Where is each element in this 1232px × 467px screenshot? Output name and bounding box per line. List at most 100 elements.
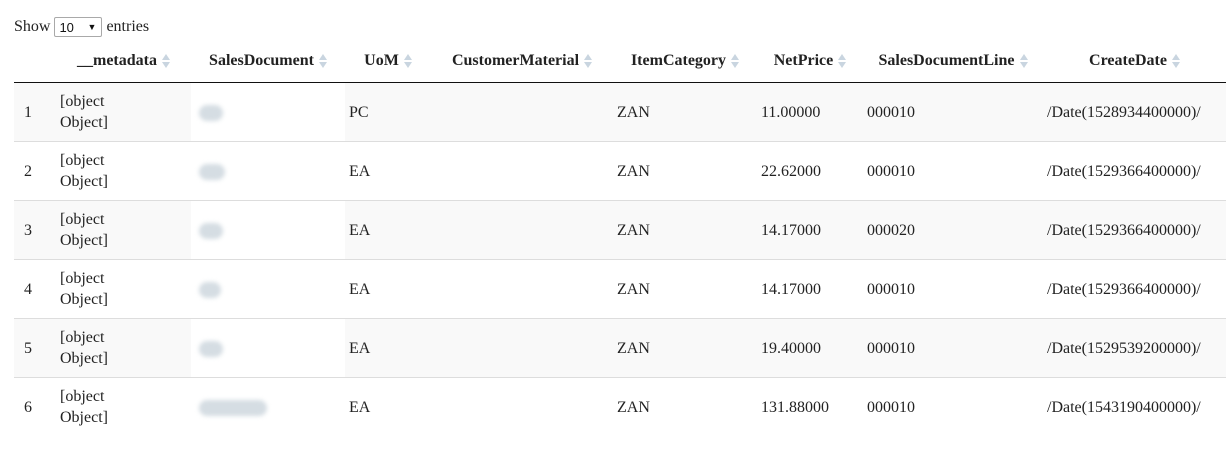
customer-material-cell [431,259,613,319]
item-category-cell: ZAN [613,82,757,142]
table-header-row: __metadata SalesDocument UoM CustomerMateri… [14,40,1226,83]
length-suffix: entries [106,18,150,35]
metadata-line: [object [60,211,105,228]
table-row[interactable]: 1 [object Object] PC ZAN 11.00000 000010/Date(… [14,82,1226,142]
length-control: Show 10 ▼ entries [14,16,149,38]
uom-cell: EA [345,141,431,201]
caret-down-icon: ▼ [87,22,97,32]
metadata-line: Object] [60,291,108,308]
redacted-value [199,340,223,357]
sales-document-cell [191,200,345,260]
column-header-content: UoM [364,52,412,70]
sales-document-cell [191,318,345,378]
table-row[interactable]: 4 [object Object] EA ZAN 14.17000 000010/Date(… [14,259,1226,319]
entries-select[interactable]: 10 ▼ [54,17,103,37]
sort-both-icon [1171,54,1180,68]
metadata-line: Object] [60,232,108,249]
column-header-content: CustomerMaterial [451,52,593,70]
create-date-cell: /Date(1543190400000)/ [1043,377,1226,436]
uom-cell: PC [345,82,431,142]
column-header-label: SalesDocumentLine [878,52,1015,69]
uom-cell: EA [345,200,431,260]
column-header-label: SalesDocument [209,52,314,69]
redacted-value [199,104,223,121]
metadata-line: [object [60,270,105,287]
create-date-cell: /Date(1529366400000)/ [1043,141,1226,201]
column-header-content: ItemCategory [630,52,740,70]
column-header-uom[interactable]: UoM [345,40,431,83]
create-date-cell: /Date(1529539200000)/ [1043,318,1226,378]
row-index-cell: 3 [14,200,56,260]
metadata-cell: [object Object] [56,200,191,260]
metadata-cell: [object Object] [56,141,191,201]
customer-material-cell [431,82,613,142]
column-header-index [14,40,56,83]
item-category-cell: ZAN [613,200,757,260]
sort-both-icon [1019,54,1028,68]
metadata-cell: [object Object] [56,377,191,436]
sales-document-line-cell: 000010 [863,141,1043,201]
metadata-line: Object] [60,350,108,367]
sales-document-line-cell: 000010 [863,82,1043,142]
column-header-label: __metadata [77,52,157,69]
column-header-netprice[interactable]: NetPrice [757,40,863,83]
table-row[interactable]: 6 [object Object] EA ZAN 131.88000 000010/Date… [14,377,1226,436]
column-header-content: SalesDocumentLine [879,52,1028,70]
row-index-cell: 1 [14,82,56,142]
column-header-label: CustomerMaterial [451,52,580,69]
sales-document-cell [191,377,345,436]
metadata-cell: [object Object] [56,82,191,142]
uom-cell: EA [345,318,431,378]
column-header-salesdocument[interactable]: SalesDocument [191,40,345,83]
net-price-cell: 14.17000 [757,259,863,319]
net-price-cell: 14.17000 [757,200,863,260]
net-price-cell: 22.62000 [757,141,863,201]
row-index-cell: 2 [14,141,56,201]
column-header-metadata[interactable]: __metadata [56,40,191,83]
metadata-line: Object] [60,114,108,131]
column-header-label: CreateDate [1089,52,1167,69]
redacted-value [199,222,223,239]
column-header-salesdocumentline[interactable]: SalesDocumentLine [863,40,1043,83]
item-category-cell: ZAN [613,259,757,319]
sales-document-line-cell: 000020 [863,200,1043,260]
create-date-cell: /Date(1529366400000)/ [1043,259,1226,319]
column-header-customermaterial[interactable]: CustomerMaterial [431,40,613,83]
row-index-cell: 4 [14,259,56,319]
net-price-cell: 131.88000 [757,377,863,436]
customer-material-cell [431,141,613,201]
redacted-value [199,399,267,416]
table-row[interactable]: 5 [object Object] EA ZAN 19.40000 000010/Date(… [14,318,1226,378]
data-table: __metadata SalesDocument UoM CustomerMateri… [14,40,1226,436]
metadata-line: [object [60,93,105,110]
net-price-cell: 19.40000 [757,318,863,378]
column-header-createdate[interactable]: CreateDate [1043,40,1226,83]
uom-cell: EA [345,377,431,436]
customer-material-cell [431,377,613,436]
customer-material-cell [431,318,613,378]
net-price-cell: 11.00000 [757,82,863,142]
table-row[interactable]: 3 [object Object] EA ZAN 14.17000 000020/Date(… [14,200,1226,260]
sales-document-cell [191,141,345,201]
sort-both-icon [403,54,412,68]
create-date-cell: /Date(1528934400000)/ [1043,82,1226,142]
column-header-content: __metadata [77,52,170,70]
redacted-value [199,281,221,298]
column-header-content: CreateDate [1089,52,1180,70]
sales-document-line-cell: 000010 [863,259,1043,319]
sales-document-cell [191,259,345,319]
column-header-label: NetPrice [773,52,834,69]
row-index-cell: 6 [14,377,56,436]
sales-document-cell [191,82,345,142]
length-prefix: Show [14,18,51,35]
sort-both-icon [318,54,327,68]
sort-both-icon [161,54,170,68]
column-header-itemcategory[interactable]: ItemCategory [613,40,757,83]
metadata-line: [object [60,388,105,405]
table-row[interactable]: 2 [object Object] EA ZAN 22.62000 000010/Date(… [14,141,1226,201]
redacted-value [199,163,225,180]
column-header-label: ItemCategory [630,52,727,69]
column-header-label: UoM [364,52,399,69]
customer-material-cell [431,200,613,260]
entries-select-value: 10 [59,19,74,35]
